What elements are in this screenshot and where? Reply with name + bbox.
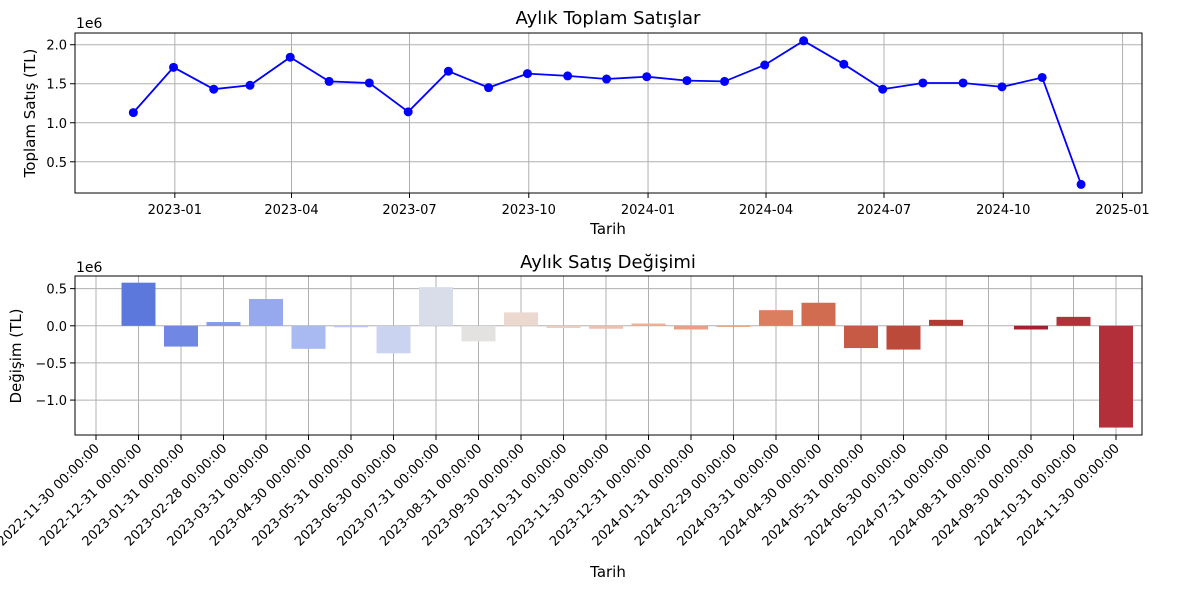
chart1-data-point xyxy=(484,83,494,93)
chart2-bar xyxy=(1056,316,1091,326)
chart1-data-point xyxy=(799,36,809,46)
chart2-bar xyxy=(504,312,538,326)
chart2-bar xyxy=(674,325,708,330)
chart1-y-tick-label: 2.0 xyxy=(46,39,67,54)
chart1-x-tick-label: 2024-10 xyxy=(976,203,1030,218)
chart1-y-ticks: 0.5 1.0 1.5 2.0 xyxy=(46,39,75,171)
chart1-data-point xyxy=(760,60,770,70)
chart2-bar xyxy=(376,325,411,354)
chart1-data-point xyxy=(997,82,1007,92)
chart1-x-tick-label: 2023-04 xyxy=(264,203,318,218)
chart1-data-point xyxy=(364,78,374,88)
chart2-bar xyxy=(1014,325,1048,330)
chart2-x-axis-label: Tarih xyxy=(589,563,626,581)
chart2-title: Aylık Satış Değişimi xyxy=(520,252,696,273)
chart1-data-point xyxy=(324,76,334,86)
chart1-y-tick-label: 1.0 xyxy=(46,117,67,132)
chart1-series-path xyxy=(132,39,1082,185)
chart1-data-point xyxy=(563,71,573,81)
chart1-title: Aylık Toplam Satışlar xyxy=(516,8,701,29)
chart1-data-point xyxy=(642,72,652,82)
chart1-x-tick-label: 2024-04 xyxy=(739,203,793,218)
chart2-bars xyxy=(121,282,1133,428)
chart2-bar xyxy=(164,325,198,347)
chart1-x-tick-label: 2023-10 xyxy=(502,203,556,218)
chart2-offset-text: 1e6 xyxy=(76,260,103,276)
chart2-bar xyxy=(1099,325,1133,428)
chart1-data-point xyxy=(285,52,295,62)
chart1-data-point xyxy=(918,78,928,88)
chart2-y-tick-label: 0.0 xyxy=(46,320,67,335)
line-chart-monthly-sales: Aylık Toplam Satışlar 1e6 Toplam Satış (… xyxy=(21,8,1150,238)
chart1-data-point xyxy=(128,108,138,118)
chart2-bar xyxy=(886,325,921,350)
chart2-bar xyxy=(121,282,156,326)
chart1-data-point xyxy=(1037,72,1047,82)
chart1-x-tick-label: 2023-01 xyxy=(148,203,202,218)
chart1-data-point xyxy=(403,107,413,117)
chart2-bar xyxy=(759,310,793,326)
chart2-grid xyxy=(75,276,1142,435)
chart1-x-axis-label: Tarih xyxy=(589,220,626,238)
chart2-y-tick-label: −0.5 xyxy=(35,357,67,372)
chart2-plot-frame xyxy=(74,275,1143,436)
chart2-bar xyxy=(249,299,283,326)
chart1-data-point xyxy=(1076,179,1086,189)
chart2-bar xyxy=(206,322,241,326)
chart1-data-point xyxy=(522,69,532,79)
chart2-bar xyxy=(419,287,453,326)
chart2-bar xyxy=(291,325,326,349)
chart1-series-line xyxy=(128,36,1086,189)
chart2-y-axis-label: Değişim (TL) xyxy=(7,308,25,403)
bar-chart-monthly-change: Aylık Satış Değişimi 1e6 Değişim (TL) Ta… xyxy=(0,252,1143,581)
chart1-x-ticks: 2023-01 2023-04 2023-07 2023-10 2024-01 2024-… xyxy=(148,193,1150,218)
chart1-data-point xyxy=(682,76,692,86)
chart1-data-point xyxy=(720,76,730,86)
chart1-plot-frame xyxy=(74,32,1143,194)
chart1-x-tick-label: 2024-07 xyxy=(857,203,911,218)
chart1-y-tick-label: 1.5 xyxy=(46,78,67,93)
chart1-data-point xyxy=(209,84,219,94)
chart1-x-tick-label: 2023-07 xyxy=(382,203,436,218)
chart2-bar xyxy=(929,319,963,326)
chart2-bar xyxy=(801,302,836,326)
chart1-data-point xyxy=(839,59,849,69)
chart1-data-point xyxy=(878,84,888,94)
chart2-bar xyxy=(334,325,368,328)
chart1-data-point xyxy=(958,78,968,88)
chart1-y-axis-label: Toplam Satış (TL) xyxy=(21,49,39,179)
chart1-y-tick-label: 0.5 xyxy=(46,156,67,171)
chart1-data-point xyxy=(443,66,453,76)
chart1-grid xyxy=(75,33,1142,193)
chart1-x-tick-label: 2025-01 xyxy=(1095,203,1149,218)
chart2-bar xyxy=(716,325,751,327)
chart2-bar xyxy=(546,325,581,329)
chart1-data-point xyxy=(602,74,612,84)
chart2-y-tick-label: 0.5 xyxy=(46,283,67,298)
chart2-bar xyxy=(589,325,623,329)
chart2-y-tick-label: −1.0 xyxy=(35,394,67,409)
chart1-data-point xyxy=(169,62,179,72)
chart1-data-point xyxy=(245,80,255,90)
chart2-bar xyxy=(631,323,666,326)
chart1-offset-text: 1e6 xyxy=(76,16,103,32)
chart2-bar xyxy=(844,325,878,349)
chart1-x-tick-label: 2024-01 xyxy=(621,203,675,218)
chart2-y-ticks: −1.0 −0.5 0.0 0.5 xyxy=(35,283,75,409)
chart2-bar xyxy=(461,325,496,342)
